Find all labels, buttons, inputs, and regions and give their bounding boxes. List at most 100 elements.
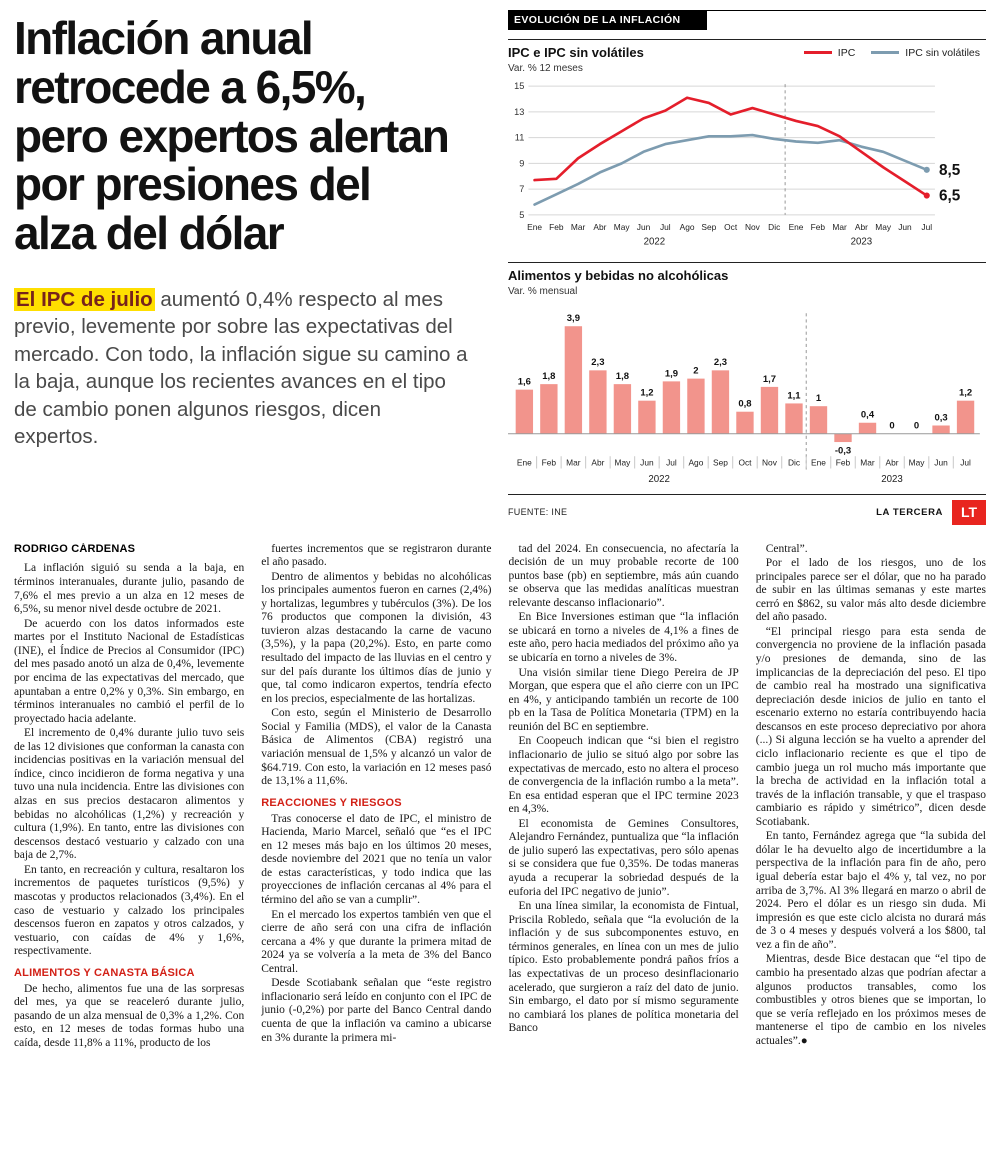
article-paragraph: En Bice Inversiones estiman que “la infl… xyxy=(508,611,739,664)
svg-text:Abr: Abr xyxy=(591,457,604,467)
panel-header: EVOLUCIÓN DE LA INFLACIÓN xyxy=(508,10,986,30)
svg-text:Sep: Sep xyxy=(701,222,716,232)
svg-text:Mar: Mar xyxy=(571,222,586,232)
svg-text:2,3: 2,3 xyxy=(714,357,727,368)
svg-text:2: 2 xyxy=(693,365,698,376)
article-column: tad del 2024. En consecuencia, no afecta… xyxy=(509,543,739,1161)
svg-text:1,7: 1,7 xyxy=(763,373,776,384)
bar-chart-title: Alimentos y bebidas no alcohólicas xyxy=(508,267,729,283)
svg-text:Feb: Feb xyxy=(836,457,851,467)
core-line-swatch xyxy=(871,51,900,54)
svg-text:7: 7 xyxy=(519,184,524,194)
svg-text:2022: 2022 xyxy=(648,473,670,484)
svg-text:Abr: Abr xyxy=(886,457,899,467)
svg-text:2023: 2023 xyxy=(851,236,873,247)
byline: RODRIGO CÁRDENAS xyxy=(14,542,136,555)
lead-rest: aumentó 0,4% respecto al mes previo, lev… xyxy=(14,287,468,449)
lead-highlight: El IPC de julio xyxy=(14,287,155,311)
svg-text:Ene: Ene xyxy=(527,222,542,232)
article-paragraph: En tanto, Fernández agrega que “la subid… xyxy=(755,830,986,951)
article-paragraph: De hecho, alimentos fue una de las sorpr… xyxy=(14,982,245,1049)
svg-text:Jul: Jul xyxy=(660,222,671,232)
article-paragraph: Por el lado de los riesgos, uno de los p… xyxy=(755,557,986,624)
line-chart-block: IPC e IPC sin volátiles IPC IPC sin volá… xyxy=(508,39,986,252)
article-paragraph: En Coopeuch indican que “si bien el regi… xyxy=(508,735,739,816)
chart-credit: LA TERCERA xyxy=(876,506,943,518)
svg-text:6,5: 6,5 xyxy=(939,188,961,205)
panel-footer: FUENTE: INE LA TERCERA LT xyxy=(508,493,986,525)
svg-text:Mar: Mar xyxy=(860,457,875,467)
article-paragraph: En el mercado los expertos también ven q… xyxy=(261,908,492,975)
article-column: RODRIGO CÁRDENAS La inflación siguió su s… xyxy=(14,543,244,1161)
svg-text:Oct: Oct xyxy=(738,457,752,467)
svg-text:Feb: Feb xyxy=(811,222,826,232)
svg-text:Jul: Jul xyxy=(960,457,971,467)
svg-text:0: 0 xyxy=(914,420,919,431)
svg-text:Jun: Jun xyxy=(934,457,948,467)
headline-line: pero expertos alertan xyxy=(14,109,450,162)
svg-text:May: May xyxy=(614,222,631,232)
article-paragraph: Con esto, según el Ministerio de Desarro… xyxy=(261,707,492,788)
svg-text:0,4: 0,4 xyxy=(861,409,875,420)
svg-text:1,1: 1,1 xyxy=(787,390,801,401)
svg-text:Jul: Jul xyxy=(666,457,677,467)
svg-text:13: 13 xyxy=(514,107,524,117)
article-paragraph: De acuerdo con los datos informados este… xyxy=(14,617,245,725)
svg-text:9: 9 xyxy=(519,158,524,168)
article-paragraph: Mientras, desde Bice destacan que “el ti… xyxy=(755,953,986,1047)
svg-text:1,8: 1,8 xyxy=(542,371,555,382)
svg-text:May: May xyxy=(909,457,926,467)
svg-text:Ago: Ago xyxy=(688,457,703,467)
legend-item-ipc: IPC xyxy=(803,46,856,59)
svg-text:Abr: Abr xyxy=(593,222,606,232)
svg-text:3,9: 3,9 xyxy=(567,313,580,324)
chart-source: FUENTE: INE xyxy=(508,507,568,517)
svg-text:Mar: Mar xyxy=(566,457,581,467)
svg-text:Ene: Ene xyxy=(811,457,826,467)
article-paragraph: Una visión similar tiene Diego Pereira d… xyxy=(508,666,739,733)
ipc-line-swatch xyxy=(803,51,832,54)
svg-text:Ene: Ene xyxy=(789,222,804,232)
svg-text:-0,3: -0,3 xyxy=(835,445,851,456)
svg-text:2,3: 2,3 xyxy=(591,357,604,368)
svg-text:Nov: Nov xyxy=(745,222,761,232)
line-chart-subtitle: Var. % 12 meses xyxy=(508,63,583,74)
svg-text:Jul: Jul xyxy=(921,222,932,232)
svg-text:May: May xyxy=(875,222,892,232)
line-chart-legend: IPC IPC sin volátiles xyxy=(803,46,986,59)
svg-text:Mar: Mar xyxy=(832,222,847,232)
article-paragraph: Tras conocerse el dato de IPC, el minist… xyxy=(261,812,492,906)
svg-text:2023: 2023 xyxy=(881,473,903,484)
article-paragraph: tad del 2024. En consecuencia, no afecta… xyxy=(508,542,739,609)
article-paragraph: El incremento de 0,4% durante julio tuvo… xyxy=(14,727,245,862)
panel-title: EVOLUCIÓN DE LA INFLACIÓN xyxy=(508,10,707,30)
headline: Inflación anual retrocede a 6,5%, pero exp… xyxy=(14,14,482,258)
svg-text:5: 5 xyxy=(519,210,524,220)
svg-text:8,5: 8,5 xyxy=(939,162,961,179)
article-paragraph: En tanto, en recreación y cultura, resal… xyxy=(14,863,245,958)
svg-text:1,8: 1,8 xyxy=(616,371,629,382)
article-paragraph: Central”. xyxy=(765,542,808,555)
svg-text:Oct: Oct xyxy=(724,222,738,232)
article-paragraph: La inflación siguió su senda a la baja, … xyxy=(14,562,245,616)
svg-text:Dic: Dic xyxy=(788,457,800,467)
headline-block: Inflación anual retrocede a 6,5%, pero exp… xyxy=(14,10,482,525)
headline-line: por presiones del xyxy=(14,158,372,211)
bar-chart-subtitle: Var. % mensual xyxy=(508,285,578,297)
svg-text:1: 1 xyxy=(816,393,822,404)
svg-text:Jun: Jun xyxy=(640,457,654,467)
line-chart-title: IPC e IPC sin volátiles xyxy=(508,45,644,60)
headline-line: alza del dólar xyxy=(14,207,285,259)
article-paragraph: fuertes incrementos que se registraron d… xyxy=(261,542,492,569)
svg-text:1,2: 1,2 xyxy=(640,387,653,398)
svg-text:Ago: Ago xyxy=(680,222,695,232)
top-section: Inflación anual retrocede a 6,5%, pero exp… xyxy=(14,10,986,525)
svg-text:Sep: Sep xyxy=(713,457,728,467)
article-paragraph: El economista de Gemines Consultores, Al… xyxy=(508,817,739,898)
legend-label-ipc: IPC xyxy=(837,46,856,59)
svg-text:1,2: 1,2 xyxy=(959,387,972,398)
svg-text:0: 0 xyxy=(889,420,894,431)
legend-label-core: IPC sin volátiles xyxy=(905,46,980,59)
article-columns: RODRIGO CÁRDENAS La inflación siguió su s… xyxy=(14,543,986,1161)
